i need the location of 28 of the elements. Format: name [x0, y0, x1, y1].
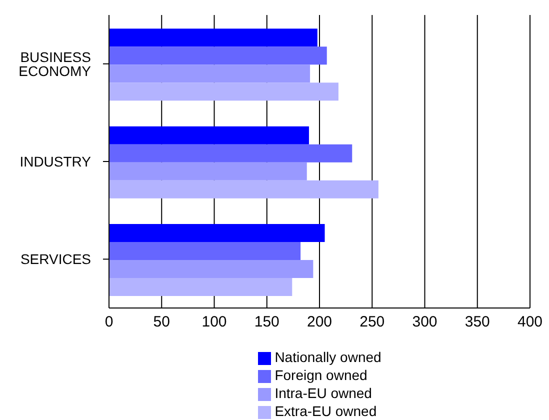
- y-tick-label: INDUSTRY: [20, 153, 92, 170]
- x-tick-label: 350: [464, 314, 490, 331]
- y-tick-label: BUSINESS ECONOMY: [18, 48, 92, 79]
- x-tick-label: 300: [412, 314, 438, 331]
- x-tick-label: 150: [254, 314, 280, 331]
- bar: [109, 46, 327, 65]
- x-tick-label: 250: [360, 314, 385, 331]
- bar: [109, 144, 352, 162]
- bar: [109, 278, 292, 296]
- legend-label: Intra-EU owned: [274, 385, 372, 401]
- x-tick-label: 100: [202, 314, 227, 331]
- x-tick-label: 0: [104, 314, 114, 331]
- x-tick-label: 200: [306, 314, 332, 331]
- x-tick-label: 50: [153, 314, 170, 331]
- bar: [109, 180, 378, 198]
- bar: [109, 224, 325, 242]
- legend-label: Extra-EU owned: [274, 403, 377, 419]
- bar: [109, 162, 307, 180]
- bar: [109, 242, 301, 260]
- legend-label: Foreign owned: [274, 367, 368, 383]
- bar: [109, 64, 310, 83]
- y-tick-label: SERVICES: [20, 251, 91, 268]
- bar: [109, 260, 314, 278]
- bar: [109, 82, 338, 101]
- x-tick-label: 400: [517, 314, 543, 331]
- bar: [109, 126, 309, 144]
- legend-label: Nationally owned: [274, 349, 382, 365]
- bar: [109, 28, 318, 47]
